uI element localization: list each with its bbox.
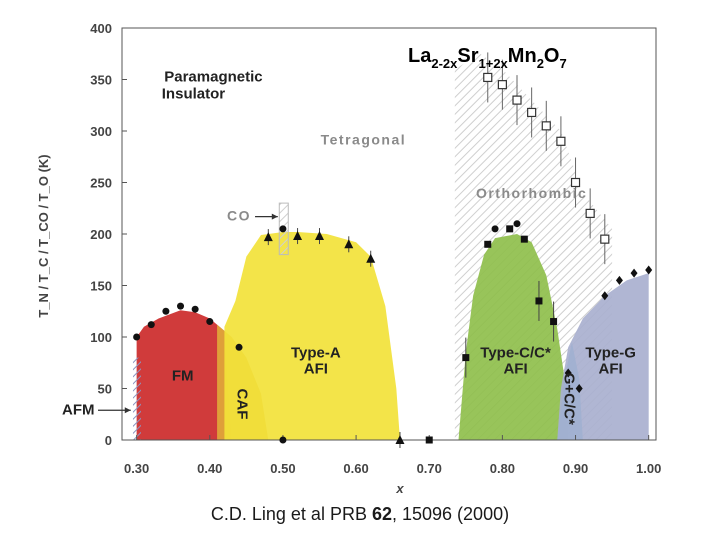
point-square (484, 240, 492, 248)
point-circle (491, 225, 499, 233)
point-square (462, 354, 470, 362)
x-tick-label: 0.40 (197, 461, 222, 476)
point-open-square (497, 80, 507, 90)
x-tick-label: 0.70 (417, 461, 442, 476)
y-tick-label: 100 (90, 330, 112, 345)
annotation-paramagnetic: Paramagnetic (164, 69, 262, 86)
region-type-c-c-afi (458, 234, 569, 440)
x-tick-label: 0.80 (490, 461, 515, 476)
point-open-square (527, 107, 537, 118)
point-diamond (601, 291, 609, 301)
point-circle (513, 220, 521, 228)
point-triangle (344, 239, 354, 249)
point-circle (206, 318, 214, 326)
x-tick-label: 0.50 (270, 461, 295, 476)
point-triangle (395, 435, 405, 444)
region-type-g-afi (557, 273, 649, 440)
y-tick-label: 300 (90, 124, 112, 139)
point-open-square (570, 177, 581, 188)
point-diamond (645, 265, 653, 275)
point-diamond (630, 268, 638, 278)
y-tick-label: 250 (90, 176, 112, 191)
point-open-square (512, 95, 522, 105)
point-open-square (541, 121, 551, 131)
region-type-a-afi (224, 231, 400, 440)
point-triangle (315, 231, 325, 241)
region-fm (136, 310, 232, 440)
point-circle (133, 333, 141, 341)
x-axis-label: x (395, 481, 404, 496)
y-tick-label: 200 (90, 227, 112, 242)
region-label: Type-C/C* (480, 345, 551, 362)
citation: C.D. Ling et al PRB 62, 15096 (2000) (210, 504, 510, 524)
point-triangle (263, 232, 273, 242)
point-circle (235, 343, 243, 351)
point-open-square (600, 234, 610, 244)
x-tick-label: 0.90 (563, 461, 588, 476)
point-triangle (293, 231, 303, 241)
point-open-square (556, 136, 566, 146)
x-tick-label: 1.00 (636, 461, 661, 476)
point-circle (191, 305, 199, 313)
point-circle (147, 321, 155, 329)
y-axis-label: T_N / T_C / T_CO / T_O (K) (36, 154, 51, 317)
point-square (535, 297, 543, 305)
y-tick-label: 0 (105, 433, 112, 448)
x-tick-labels: 0.30 0.40 0.50 0.60 0.70 0.80 0.90 1.00 (124, 435, 661, 476)
region-label: AFI (503, 361, 527, 378)
y-tick-label: 150 (90, 279, 112, 294)
annotation-co: CO (227, 208, 251, 224)
annotation-orthorhombic: Orthorhombic (476, 185, 587, 201)
y-tick-label: 50 (98, 382, 112, 397)
y-tick-label: 400 (90, 21, 112, 36)
point-circle (279, 225, 287, 233)
x-tick-label: 0.30 (124, 461, 149, 476)
point-open-square (585, 208, 595, 218)
point-diamond (615, 275, 623, 285)
point-circle (279, 436, 287, 444)
region-label: AFI (599, 361, 623, 378)
afm-arrow-head (124, 407, 131, 414)
point-diamond (575, 384, 583, 393)
data-markers (133, 72, 653, 444)
phase-regions (132, 202, 649, 440)
point-square (425, 436, 433, 444)
x-tick-label: 0.60 (343, 461, 368, 476)
point-square (520, 235, 528, 243)
point-triangle (366, 253, 376, 263)
annotation-tetragonal: Tetragonal (321, 131, 407, 147)
region-label: Type-A (291, 345, 341, 362)
co-arrow-head (271, 213, 278, 220)
point-diamond (564, 368, 572, 378)
annotation-afm: AFM (62, 401, 95, 418)
region-label-gcc: G+C/C* (561, 373, 578, 425)
annotation-insulator: Insulator (162, 86, 226, 103)
chart-title: La2-2xSr1+2xMn2O7 (408, 45, 567, 71)
point-open-square (483, 72, 493, 83)
point-circle (162, 307, 170, 315)
point-circle (177, 302, 185, 310)
point-square (506, 225, 514, 233)
region-label-caf: CAF (234, 389, 251, 420)
afm-strip (132, 357, 141, 440)
y-tick-label: 350 (90, 73, 112, 88)
region-label: AFI (304, 361, 328, 378)
region-label: Type-G (585, 345, 636, 362)
point-square (550, 318, 558, 326)
region-label: FM (172, 367, 194, 384)
y-tick-labels: 0 50 100 150 200 250 300 350 400 (90, 21, 127, 448)
